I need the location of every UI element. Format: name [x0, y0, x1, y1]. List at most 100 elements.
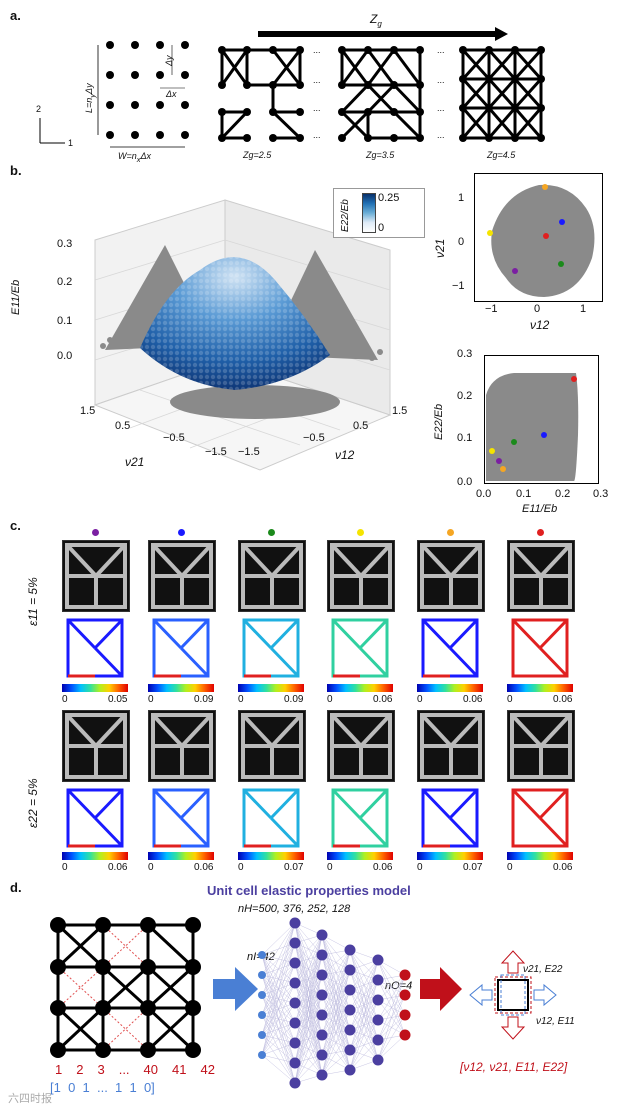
- strain-colorbar: [148, 852, 214, 860]
- index-2: 2: [76, 1062, 84, 1077]
- fe-strain-map: [148, 784, 214, 854]
- fe-strain-map: [238, 614, 304, 684]
- top-ytick-2: 0: [458, 236, 465, 248]
- colorbar-box: [333, 188, 425, 238]
- colorbar-max-label: 0.06: [373, 862, 393, 873]
- experiment-image: [327, 540, 395, 612]
- binary-row: [1 0 1 ... 1 1 0]: [50, 1080, 155, 1095]
- panel-a-figure: [39, 27, 545, 148]
- bot-ylabel: E22/Eb: [433, 403, 445, 440]
- plot3d: [93, 199, 392, 471]
- fe-strain-map: [327, 784, 393, 854]
- marker-dot: [268, 529, 275, 536]
- bot-xtick-2: 0.1: [516, 488, 532, 500]
- network-neuron: [258, 971, 266, 979]
- colorbar-max-label: 0.07: [284, 862, 304, 873]
- arrow-top-label: ν21, E22: [523, 964, 563, 975]
- bot-ytick-4: 0.0: [457, 476, 473, 488]
- fe-strain-map: [62, 614, 128, 684]
- colorbar-max: 0.25: [378, 192, 400, 204]
- network-neuron: [316, 1029, 328, 1041]
- strain-colorbar: [507, 852, 573, 860]
- width-label: W=nxΔx: [118, 151, 152, 164]
- y-tick-4: 1.5: [392, 405, 408, 417]
- dy-label: Δy: [164, 55, 174, 66]
- axis-2-label: 2: [36, 104, 42, 114]
- bot-ytick-3: 0.1: [457, 432, 473, 444]
- experiment-image: [62, 710, 130, 782]
- network-neuron: [316, 949, 328, 961]
- row1-label: ε11 = 5%: [26, 577, 40, 626]
- zg-value-1: Zg=2.5: [243, 150, 272, 160]
- ellipsis-7: ...: [437, 103, 445, 113]
- z-tick-3: 0.1: [57, 315, 73, 327]
- colorbar-max-label: 0.05: [108, 694, 128, 705]
- y-tick-2: −0.5: [303, 432, 325, 444]
- network-neuron: [316, 1049, 328, 1061]
- z-tick-1: 0.3: [57, 238, 73, 250]
- index-3: 3: [97, 1062, 105, 1077]
- x-axis-label: ν21: [125, 455, 145, 469]
- colorbar-min-label: 0: [148, 862, 154, 873]
- network-neuron: [344, 1024, 356, 1036]
- network-neuron: [258, 1031, 266, 1039]
- index-ellipsis: ...: [118, 1062, 130, 1077]
- axis-1-label: 1: [68, 138, 74, 148]
- panel-d-figure: [50, 917, 557, 1089]
- colorbar-max-label: 0.06: [553, 694, 573, 705]
- experiment-image: [507, 710, 575, 782]
- network-neuron: [344, 1004, 356, 1016]
- network-neuron: [372, 974, 384, 986]
- network-neuron: [289, 957, 301, 969]
- zg-value-3: Zg=4.5: [487, 150, 516, 160]
- top-ylabel: ν21: [433, 238, 447, 258]
- colorbar-max-label: 0.09: [194, 694, 214, 705]
- experiment-image: [148, 710, 216, 782]
- colorbar-max-label: 0.07: [463, 862, 483, 873]
- bot-xtick-1: 0.0: [476, 488, 492, 500]
- height-label: L=nyΔy: [84, 83, 97, 113]
- x-tick-1: 1.5: [80, 405, 96, 417]
- bot-xtick-3: 0.2: [555, 488, 571, 500]
- y-tick-3: 0.5: [353, 420, 369, 432]
- bot-xtick-4: 0.3: [593, 488, 609, 500]
- experiment-image: [417, 710, 485, 782]
- y-axis-label: ν12: [335, 448, 355, 462]
- colorbar-max-label: 0.06: [194, 862, 214, 873]
- index-41: 41: [172, 1062, 187, 1077]
- strain-colorbar: [148, 684, 214, 692]
- network-neuron: [344, 1064, 356, 1076]
- panel-b-label: b.: [10, 163, 22, 178]
- ellipsis-1: ...: [313, 45, 321, 55]
- strain-colorbar: [62, 852, 128, 860]
- zg-value-2: Zg=3.5: [366, 150, 395, 160]
- bot-ytick-2: 0.2: [457, 390, 473, 402]
- z-tick-2: 0.2: [57, 276, 73, 288]
- marker-dot: [92, 529, 99, 536]
- row2-label: ε22 = 5%: [26, 778, 40, 828]
- scatter-bottom: [484, 355, 599, 484]
- colorbar-min-label: 0: [417, 862, 423, 873]
- network-neuron: [316, 929, 328, 941]
- arrow-right-label: ν12, E11: [536, 1016, 575, 1027]
- network-neuron: [344, 1044, 356, 1056]
- marker-dot: [447, 529, 454, 536]
- network-neuron: [316, 969, 328, 981]
- network-neuron: [399, 1009, 411, 1021]
- marker-dot: [357, 529, 364, 536]
- panel-d-label: d.: [10, 880, 22, 895]
- colorbar-min-label: 0: [62, 862, 68, 873]
- strain-colorbar: [327, 852, 393, 860]
- y-tick-1: −1.5: [238, 446, 260, 458]
- network-neuron: [289, 997, 301, 1009]
- node-grid: [106, 41, 189, 139]
- network-neuron: [289, 937, 301, 949]
- x-tick-3: −0.5: [163, 432, 185, 444]
- ellipsis-6: ...: [437, 75, 445, 85]
- model-title: Unit cell elastic properties model: [207, 883, 411, 898]
- experiment-image: [148, 540, 216, 612]
- strain-colorbar: [62, 684, 128, 692]
- scatter-top: [474, 173, 603, 302]
- experiment-image: [417, 540, 485, 612]
- network-neuron: [399, 1029, 411, 1041]
